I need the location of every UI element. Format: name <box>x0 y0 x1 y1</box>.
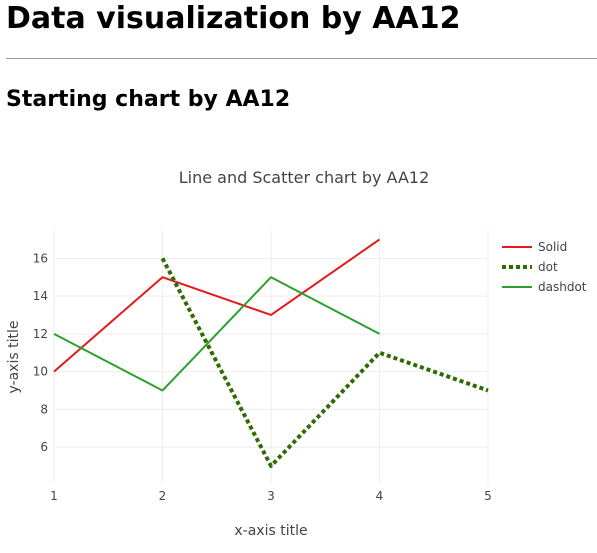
section-title: Starting chart by AA12 <box>6 87 291 112</box>
legend-label-dashdot: dashdot <box>538 280 587 294</box>
y-tick-label: 16 <box>33 251 48 265</box>
x-tick-label: 2 <box>159 489 167 503</box>
y-tick-label: 12 <box>33 327 48 341</box>
legend-label-dot: dot <box>538 260 558 274</box>
legend-label-Solid: Solid <box>538 240 567 254</box>
x-axis: 1 2 3 4 5 <box>50 489 492 503</box>
plot-area <box>53 238 489 469</box>
page-title: Data visualization by AA12 <box>6 1 461 36</box>
legend: Solid dot dashdot <box>502 240 587 294</box>
x-axis-title: x-axis title <box>234 523 307 539</box>
x-tick-label: 5 <box>484 489 492 503</box>
series-line-Solid <box>53 238 381 373</box>
series-line-dot <box>160 257 489 469</box>
series-line-dashdot <box>53 276 380 392</box>
y-tick-label: 8 <box>40 402 48 416</box>
x-tick-label: 4 <box>376 489 384 503</box>
x-tick-label: 1 <box>50 489 58 503</box>
y-tick-label: 10 <box>33 365 48 379</box>
y-tick-label: 14 <box>33 289 48 303</box>
title-divider <box>6 58 597 59</box>
grid <box>53 230 489 483</box>
x-tick-label: 3 <box>267 489 275 503</box>
y-axis-title: y-axis title <box>6 321 22 394</box>
y-axis: 6 8 10 12 14 16 <box>33 251 48 454</box>
chart-title: Line and Scatter chart by AA12 <box>179 168 430 187</box>
y-tick-label: 6 <box>40 440 48 454</box>
